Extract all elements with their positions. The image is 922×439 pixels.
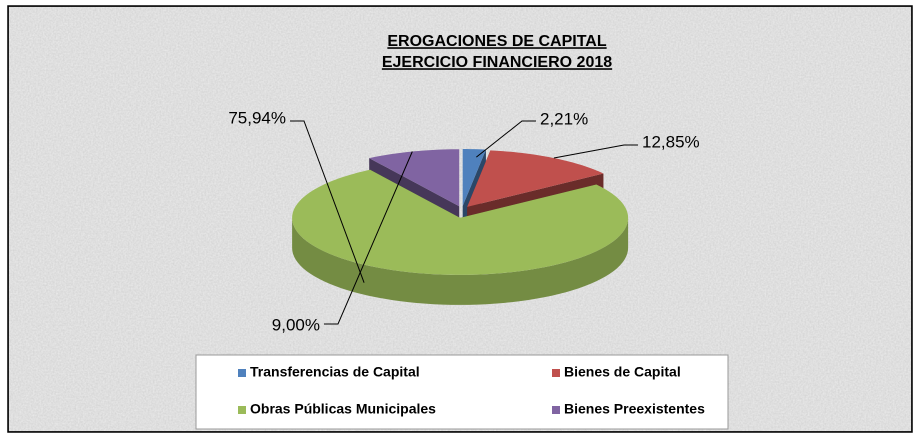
- leader-line: [553, 144, 638, 159]
- legend-swatch: [552, 406, 560, 414]
- legend-swatch: [552, 369, 560, 377]
- data-label: 2,21%: [540, 109, 588, 128]
- legend-label: Transferencias de Capital: [250, 364, 420, 380]
- data-label: 12,85%: [642, 132, 700, 151]
- pie-slice: [292, 169, 629, 305]
- chart-subtitle: EJERCICIO FINANCIERO 2018: [382, 54, 612, 71]
- legend-label: Obras Públicas Municipales: [250, 401, 436, 417]
- slice-wall: [292, 217, 629, 305]
- chart-border: [7, 5, 913, 433]
- chart-title: EROGACIONES DE CAPITAL: [387, 33, 607, 50]
- leader-line: [324, 151, 413, 325]
- legend-swatch: [238, 369, 246, 377]
- slice-top: [369, 149, 460, 207]
- leader-line: [290, 120, 365, 283]
- slice-top: [462, 149, 486, 207]
- slice-top: [467, 150, 604, 207]
- slice-top: [292, 169, 629, 275]
- legend-swatch: [238, 406, 246, 414]
- data-label: 75,94%: [228, 108, 286, 127]
- legend-label: Bienes Preexistentes: [564, 401, 705, 417]
- legend-box: [195, 354, 729, 430]
- leader-line: [476, 120, 536, 158]
- legend-label: Bienes de Capital: [564, 364, 681, 380]
- data-label: 9,00%: [272, 315, 320, 334]
